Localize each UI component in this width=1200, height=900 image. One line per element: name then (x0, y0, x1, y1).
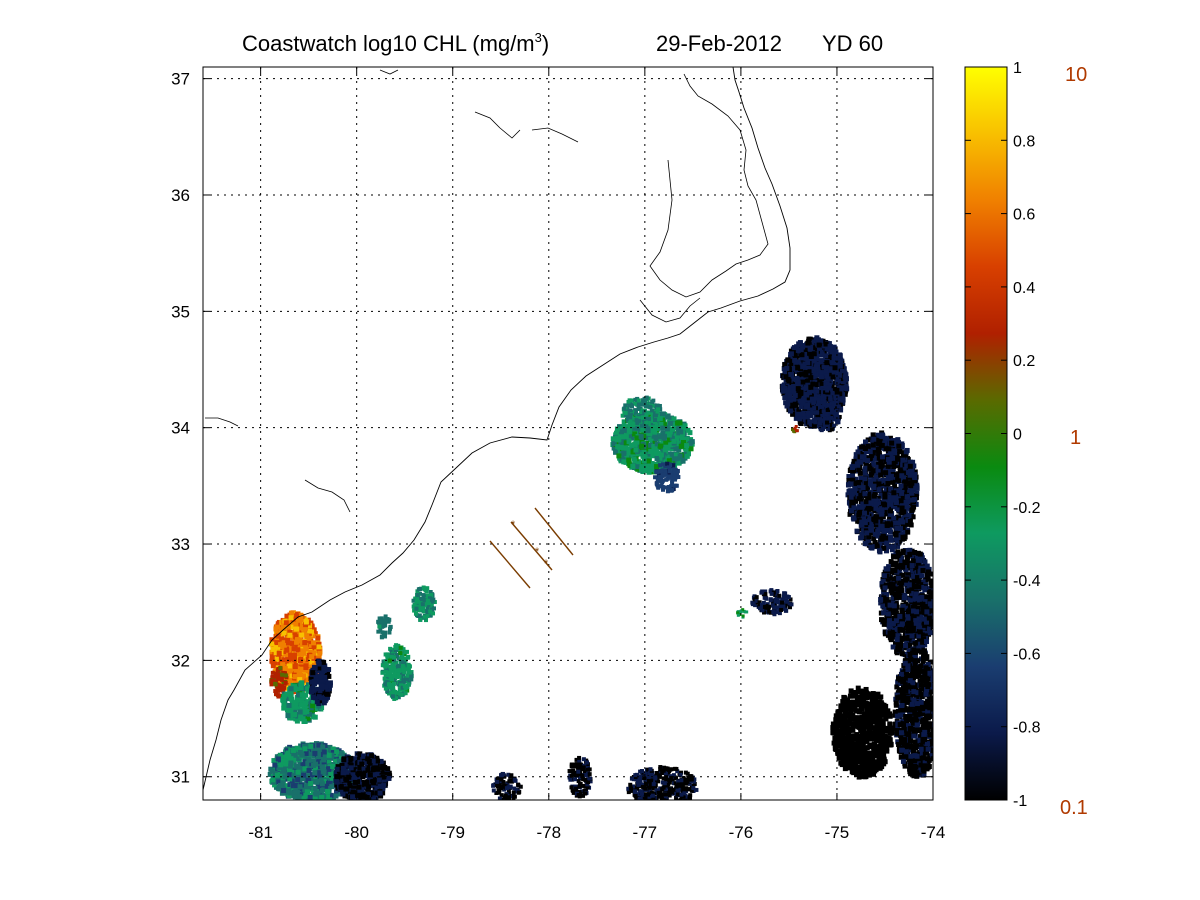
lat-tick-label: 35 (171, 302, 190, 321)
colorbar-label: -0.2 (1013, 500, 1041, 517)
latitude-ticks: 31 32 33 34 35 36 37 (171, 70, 933, 787)
colorbar-label: 0.6 (1013, 207, 1035, 224)
colorbar-label: -0.4 (1013, 573, 1041, 590)
colorbar-label: 0.2 (1013, 353, 1035, 370)
lon-tick-label: -76 (729, 823, 754, 842)
coastline (203, 67, 791, 791)
longitude-ticks: -81 -80 -79 -78 -77 -76 -75 -74 (248, 67, 945, 842)
coastline-path (203, 67, 791, 791)
lat-tick-label: 34 (171, 419, 190, 438)
map-grid (203, 67, 934, 800)
transect-line (489, 540, 531, 589)
lat-tick-label: 37 (171, 70, 190, 89)
colorbar-label: -0.6 (1013, 646, 1041, 663)
river-outline (304, 479, 351, 513)
colorbar-gradient (964, 66, 1008, 801)
lat-tick-label: 36 (171, 186, 190, 205)
chl-patch-georgia-navy (308, 658, 333, 707)
figure-title: Coastwatch log10 CHL (mg/m3) (242, 30, 549, 56)
station-marker: * (544, 558, 549, 570)
lon-tick-label: -78 (537, 823, 562, 842)
chl-patch-shelf-patch-3 (376, 614, 393, 640)
lon-tick-label: -74 (921, 823, 946, 842)
inlet-outline (639, 297, 701, 323)
station-marker: * (535, 546, 540, 558)
colorbar-label: 0.4 (1013, 280, 1035, 297)
lake-outline (205, 417, 239, 427)
colorbar-linear-mid: 1 (1070, 427, 1081, 449)
lon-tick-label: -75 (825, 823, 850, 842)
title-date: 29-Feb-2012 (656, 31, 782, 56)
chl-patch-scatter-1 (750, 588, 794, 617)
lon-tick-label: -80 (344, 823, 369, 842)
colorbar-linear-min: 0.1 (1060, 797, 1088, 819)
station-marker: * (511, 519, 516, 531)
colorbar-label: 0 (1013, 427, 1022, 444)
chl-patch-georgia-coast-red (269, 665, 289, 699)
lon-tick-label: -77 (633, 823, 658, 842)
chl-patch-south-1 (567, 755, 593, 799)
lon-tick-label: -81 (248, 823, 273, 842)
colorbar-label: -0.8 (1013, 720, 1041, 737)
chl-patch-hatteras-red (791, 424, 799, 434)
chl-patch-scatter-3 (810, 381, 844, 433)
chl-patch-east-2 (878, 547, 933, 660)
transect-lines: * * * (489, 507, 574, 589)
river-outline (474, 111, 521, 139)
chl-patch-onslow-north (620, 395, 663, 428)
colorbar-linear-max: 10 (1065, 64, 1087, 86)
lon-tick-label: -79 (440, 823, 465, 842)
chl-patch-shelf-patch-2 (411, 585, 437, 623)
lat-tick-label: 31 (171, 768, 190, 787)
map-panel: *** -81 -80 -79 -78 -77 -76 -75 -74 31323334353… (171, 66, 945, 842)
transect-line (534, 507, 574, 556)
colorbar-label: 0.8 (1013, 133, 1035, 150)
map-frame (202, 66, 934, 801)
river-outline (379, 69, 399, 75)
chl-patch-east-3 (892, 645, 933, 779)
chl-patch-south-3 (491, 771, 523, 800)
lat-tick-label: 33 (171, 535, 190, 554)
chl-patch-south-2 (626, 765, 699, 800)
transect-line (510, 521, 553, 571)
title-yearday: YD 60 (822, 31, 883, 56)
chl-patch-shelf-patch-1 (380, 643, 414, 701)
colorbar-ticks: 1 0.8 0.6 0.4 0.2 0 -0.2 -0.4 -0.6 -0.8 -1 (965, 60, 1041, 810)
colorbar-label: 1 (1013, 60, 1022, 77)
lat-tick-label: 32 (171, 651, 190, 670)
chl-patch-east-1 (845, 430, 920, 555)
chl-patch-onslow-south (653, 461, 681, 494)
chl-patch-south-east (830, 685, 895, 780)
sound-outline (649, 73, 769, 298)
colorbar: 1 0.8 0.6 0.4 0.2 0 -0.2 -0.4 -0.6 -0.8 -1 10 1 0.… (964, 60, 1088, 819)
chl-patch-georgia-dark (333, 751, 393, 800)
river-outline (531, 127, 579, 143)
chlorophyll-data-layer (267, 335, 933, 800)
colorbar-label: -1 (1013, 793, 1027, 810)
chl-patch-scatter-2 (736, 608, 749, 619)
chl-patch-georgia-coast (269, 610, 323, 695)
